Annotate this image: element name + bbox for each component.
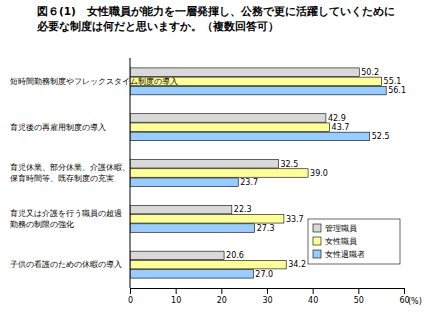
data-label: 56.1	[388, 86, 406, 95]
tick-mark	[221, 288, 222, 294]
data-label: 27.0	[255, 270, 273, 279]
tick-mark	[176, 288, 177, 294]
tick: 0	[128, 288, 133, 305]
data-labels: 50.2 42.9 32.5 22.3 20.6 55.1 43.7 39.0 33.7 34.2…	[226, 68, 406, 279]
bar	[130, 270, 253, 278]
bar	[130, 251, 224, 259]
legend-label: 女性職員	[325, 237, 357, 246]
plot: 50.2 42.9 32.5 22.3 20.6 55.1 43.7 39.0 33.7 34.2…	[128, 58, 410, 305]
category-label: 短時間勤務制度やフレックスタイム制度の導入	[10, 77, 178, 86]
chart: 図６(1) 女性職員が能力を一層発揮し、公務で更に活躍していくために必要な制度は…	[0, 0, 430, 322]
bar	[130, 123, 330, 131]
tick-label: 20	[217, 296, 227, 305]
data-label: 52.5	[372, 132, 390, 141]
legend-label: 管理職員	[325, 224, 357, 233]
legend-swatch	[313, 250, 321, 258]
x-axis-title: (%)	[408, 297, 422, 306]
tick: 10	[171, 288, 181, 305]
tick: 50	[354, 288, 364, 305]
tick-mark	[130, 288, 131, 294]
legend-label: 女性退職者	[325, 250, 365, 259]
tick-label: 50	[354, 296, 364, 305]
tick-mark	[404, 288, 405, 294]
tick-mark	[358, 288, 359, 294]
bar	[130, 205, 232, 213]
tick: 20	[217, 288, 227, 305]
bar	[130, 224, 255, 232]
bar	[130, 178, 238, 186]
data-label: 43.7	[332, 123, 350, 132]
data-label: 55.1	[384, 77, 402, 86]
bar	[130, 114, 326, 122]
category-label: 育児後の再雇用制度の導入	[10, 123, 106, 132]
tick: 40	[308, 288, 318, 305]
title: 必要な制度は何だと思いますか。（複数回答可）	[36, 20, 279, 33]
legend: 管理職員女性職員女性退職者	[308, 219, 400, 264]
data-label: 23.7	[240, 178, 258, 187]
category-labels: 短時間勤務制度やフレックスタイム制度の導入育児後の再雇用制度の導入育児休業、部分…	[10, 77, 178, 269]
category-label: 育児休業、部分休業、介護休暇、	[10, 163, 130, 172]
tick-label: 40	[308, 296, 318, 305]
data-label: 50.2	[361, 68, 379, 77]
tick-label: 0	[128, 296, 133, 305]
data-label: 22.3	[234, 205, 252, 214]
tick: 30	[262, 288, 272, 305]
tick-label: 30	[262, 296, 272, 305]
title: 図６(1) 女性職員が能力を一層発揮し、公務で更に活躍していくために	[37, 5, 395, 18]
bar	[130, 260, 286, 268]
data-label: 27.3	[257, 224, 275, 233]
bar	[130, 132, 370, 140]
category-label: 子供の看護のための休暇の導入	[10, 260, 122, 269]
bar	[130, 86, 386, 94]
y-axis-line	[130, 58, 131, 288]
category-label: 勤務の制限の強化	[10, 220, 74, 229]
tick-mark	[313, 288, 314, 294]
bar	[130, 68, 359, 76]
data-label: 33.7	[286, 215, 304, 224]
data-label: 20.6	[226, 251, 244, 260]
legend-box	[308, 219, 400, 264]
category-label: 保育時間等、既存制度の充実	[10, 174, 114, 183]
legend-swatch	[313, 237, 321, 245]
tick-mark	[267, 288, 268, 294]
bar	[130, 215, 284, 223]
bar	[130, 169, 308, 177]
tick-label: 10	[171, 296, 181, 305]
bar	[130, 160, 278, 168]
legend-swatch	[313, 224, 321, 232]
data-label: 34.2	[288, 260, 306, 269]
x-axis: 0102030405060	[128, 288, 410, 305]
data-label: 42.9	[328, 114, 346, 123]
data-label: 32.5	[280, 160, 298, 169]
data-label: 39.0	[310, 169, 328, 178]
category-label: 育児又は介護を行う職員の超過	[10, 209, 122, 218]
